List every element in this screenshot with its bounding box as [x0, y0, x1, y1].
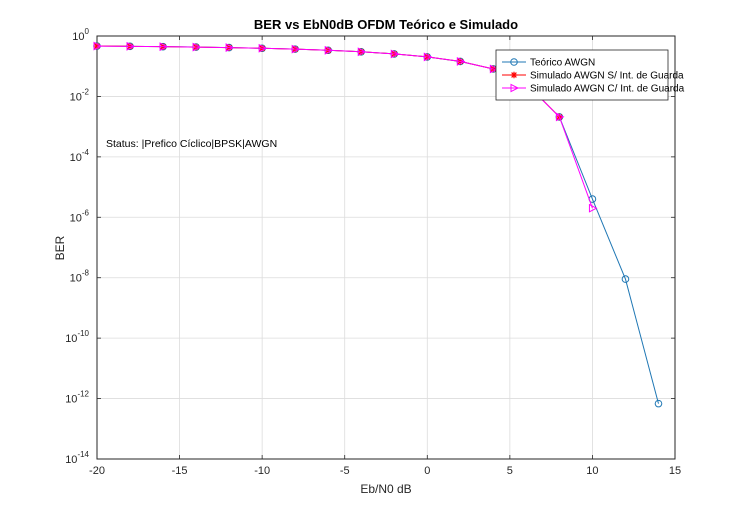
legend-label: Simulado AWGN C/ Int. de Guarda — [530, 84, 685, 95]
y-tick-base: 10 — [70, 91, 82, 103]
y-tick-base: 10 — [65, 454, 77, 466]
x-tick-label: 10 — [586, 465, 598, 477]
y-tick-base: 10 — [70, 212, 82, 224]
y-tick-label: 10-6 — [70, 208, 90, 224]
y-axis-label: BER — [53, 235, 67, 260]
y-tick-exponent: -10 — [77, 329, 89, 338]
y-tick-base: 10 — [65, 394, 77, 406]
x-axis-label: Eb/N0 dB — [360, 482, 411, 496]
legend-marker — [510, 58, 518, 66]
data-point — [456, 57, 466, 66]
y-tick-exponent: -6 — [82, 208, 90, 217]
legend-label: Teórico AWGN — [530, 58, 595, 69]
data-point — [489, 64, 499, 74]
y-tick-base: 10 — [70, 273, 82, 285]
data-point — [621, 275, 630, 283]
data-point — [225, 43, 235, 53]
y-tick-label: 10-10 — [65, 329, 89, 345]
data-point — [357, 47, 367, 57]
x-axis-ticks: -20 -15 -10 -5 0 5 10 15 — [89, 36, 681, 477]
x-tick-label: 5 — [507, 465, 513, 477]
x-tick-label: -5 — [340, 465, 350, 477]
y-tick-label: 10-8 — [70, 269, 90, 285]
y-tick-exponent: -8 — [82, 269, 90, 278]
data-point — [93, 41, 103, 51]
data-point — [390, 49, 400, 59]
data-point — [423, 52, 433, 62]
grid — [97, 36, 675, 459]
y-tick-label: 10-12 — [65, 390, 89, 406]
legend-entry: Teórico AWGN — [502, 58, 595, 69]
y-tick-base: 10 — [70, 152, 82, 164]
plot-background — [97, 36, 675, 459]
data-point — [291, 44, 301, 54]
legend-entry: Simulado AWGN S/ Int. de Guarda — [502, 71, 684, 82]
y-tick-base: 10 — [72, 31, 84, 43]
data-point — [324, 45, 334, 55]
data-point — [159, 42, 169, 52]
y-tick-label: 100 — [72, 27, 89, 43]
data-point — [258, 43, 268, 53]
y-tick-exponent: -12 — [77, 390, 89, 399]
data-point — [93, 42, 101, 50]
data-point — [654, 399, 663, 408]
y-tick-exponent: -14 — [77, 450, 89, 459]
y-tick-exponent: -2 — [82, 87, 90, 96]
legend-marker — [510, 71, 518, 79]
legend: Teórico AWGN Simulado AWGN S/ Int. de Gua… — [495, 49, 685, 101]
data-point — [588, 203, 598, 213]
legend-label: Simulado AWGN S/ Int. de Guarda — [530, 71, 684, 82]
data-point — [192, 42, 202, 52]
y-tick-label: 10-2 — [70, 87, 90, 103]
plot-frame — [96, 35, 676, 460]
y-tick-exponent: -4 — [82, 148, 90, 157]
y-tick-base: 10 — [65, 333, 77, 345]
legend-marker — [510, 83, 520, 93]
y-tick-exponent: 0 — [85, 27, 90, 36]
x-tick-label: 15 — [669, 465, 681, 477]
data-point — [555, 112, 565, 122]
legend-entry: Simulado AWGN C/ Int. de Guarda — [502, 84, 685, 95]
x-tick-label: -15 — [172, 465, 188, 477]
data-point — [126, 41, 136, 51]
y-tick-label: 10-14 — [65, 450, 89, 466]
series-group — [93, 41, 663, 408]
x-tick-label: -10 — [254, 465, 270, 477]
chart-title: BER vs EbN0dB OFDM Teórico e Simulado — [254, 17, 518, 32]
x-tick-label: 0 — [424, 465, 430, 477]
status-annotation: Status: |Prefico Cíclico|BPSK|AWGN — [106, 138, 277, 150]
y-tick-label: 10-4 — [70, 148, 90, 164]
x-tick-label: -20 — [89, 465, 105, 477]
